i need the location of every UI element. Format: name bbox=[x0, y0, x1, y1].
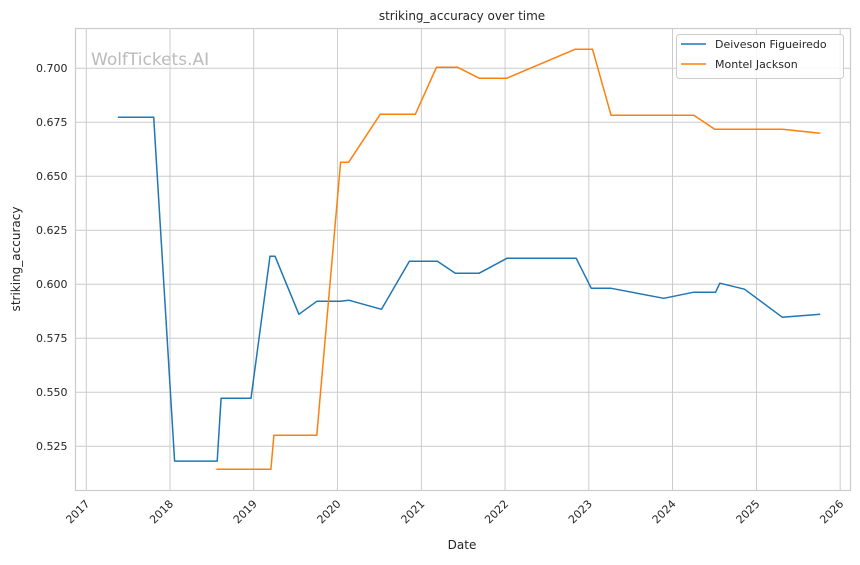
legend: Deiveson Figueiredo Montel Jackson bbox=[677, 35, 844, 79]
plot-frame bbox=[76, 29, 851, 491]
x-tick-label: 2020 bbox=[315, 497, 344, 526]
x-tick-label: 2018 bbox=[147, 497, 176, 526]
watermark: WolfTickets.AI bbox=[91, 50, 209, 70]
x-tick-label: 2017 bbox=[63, 497, 92, 526]
chart-title: striking_accuracy over time bbox=[379, 9, 545, 23]
y-tick-label: 0.600 bbox=[36, 278, 68, 291]
x-tick-label: 2019 bbox=[231, 497, 260, 526]
series-group bbox=[118, 49, 820, 469]
x-tick-label: 2025 bbox=[734, 497, 763, 526]
x-axis-label: Date bbox=[448, 538, 477, 552]
x-tick-label: 2024 bbox=[650, 497, 679, 526]
y-tick-label: 0.525 bbox=[36, 440, 68, 453]
series-line-0 bbox=[118, 117, 820, 461]
x-tick-label: 2026 bbox=[817, 497, 846, 526]
grid bbox=[76, 29, 851, 491]
y-tick-label: 0.575 bbox=[36, 332, 68, 345]
legend-label-jackson: Montel Jackson bbox=[715, 58, 798, 71]
y-axis-label: striking_accuracy bbox=[9, 207, 23, 312]
x-tick-label: 2021 bbox=[399, 497, 428, 526]
y-tick-label: 0.650 bbox=[36, 170, 68, 183]
legend-label-figueiredo: Deiveson Figueiredo bbox=[715, 38, 827, 51]
ticks: 2017 2018 2019 2020 2021 2022 2023 2024 2025 2026… bbox=[36, 62, 846, 526]
series-line-1 bbox=[216, 49, 820, 469]
y-tick-label: 0.550 bbox=[36, 386, 68, 399]
x-tick-label: 2023 bbox=[566, 497, 595, 526]
x-tick-label: 2022 bbox=[482, 497, 511, 526]
y-tick-label: 0.625 bbox=[36, 224, 68, 237]
y-tick-label: 0.700 bbox=[36, 62, 68, 75]
y-tick-label: 0.675 bbox=[36, 116, 68, 129]
